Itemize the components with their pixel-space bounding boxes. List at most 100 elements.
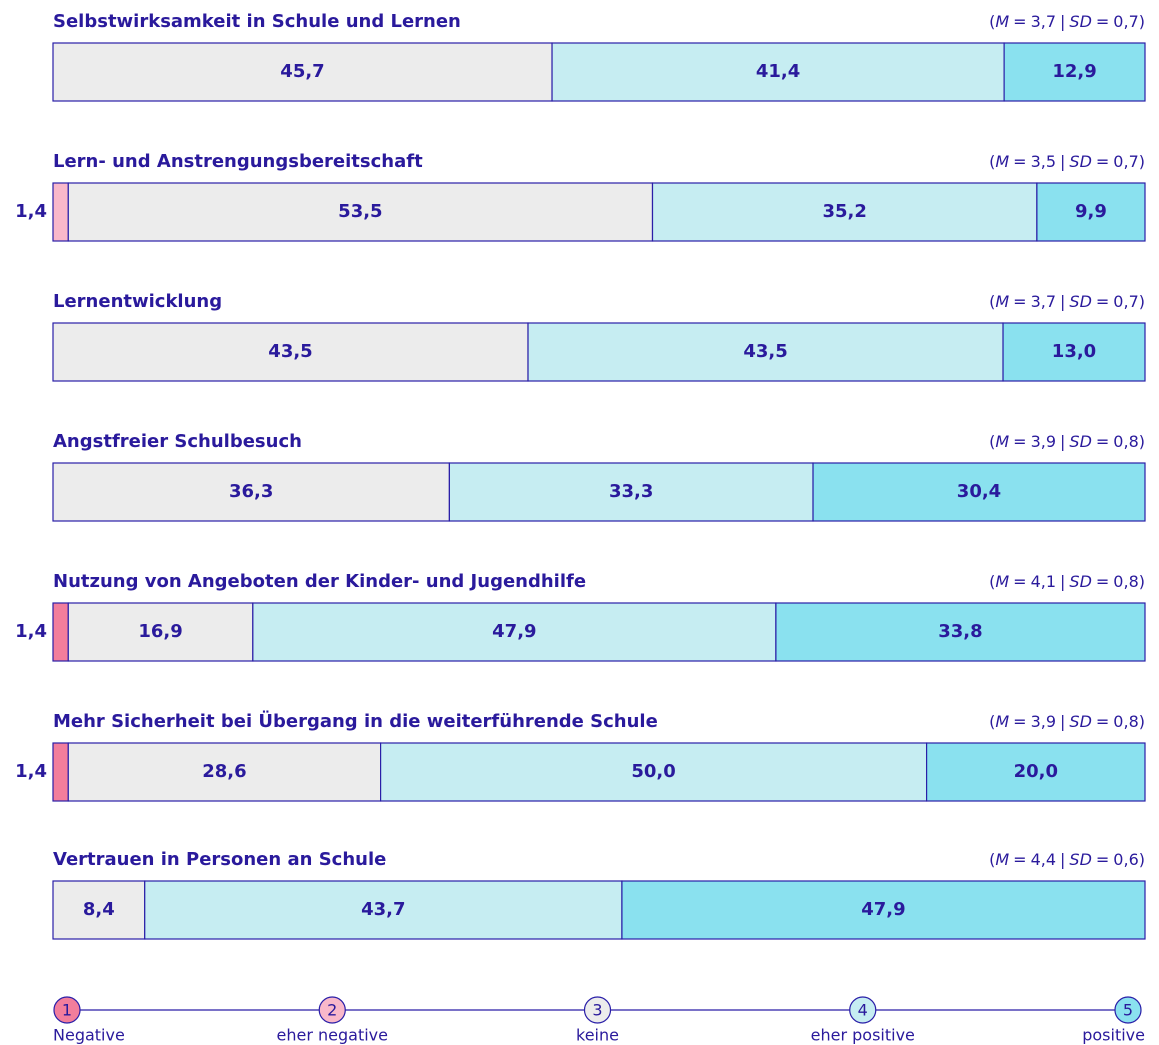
stat-part: = [1013, 712, 1026, 731]
legend-code: 5 [1123, 1001, 1133, 1020]
value-label: 8,4 [83, 899, 115, 920]
stat-part: ) [1139, 152, 1145, 171]
stat-part: 3,9 [1031, 712, 1056, 731]
bar-segment [775, 602, 1146, 662]
stat-part: = [1013, 850, 1026, 869]
legend-code: 4 [858, 1001, 868, 1020]
legend-swatch [583, 996, 612, 1024]
legend-label: positive [1082, 1026, 1145, 1045]
value-label: 33,3 [609, 481, 653, 502]
stat-part: SD [1069, 850, 1091, 869]
stat-part: | [1060, 152, 1065, 171]
stat-part: | [1060, 432, 1065, 451]
stat-part: ( [989, 12, 995, 31]
legend-label: Negative [53, 1026, 125, 1045]
stat-part: M [995, 712, 1009, 731]
value-label: 30,4 [957, 481, 1001, 502]
value-label: 50,0 [631, 761, 675, 782]
row-stats: (M = 4,4 | SD = 0,6) [989, 850, 1145, 869]
value-label: 28,6 [202, 761, 246, 782]
stat-part: M [995, 292, 1009, 311]
bar-segment [651, 182, 1038, 242]
value-label: 47,9 [861, 899, 905, 920]
value-label: 20,0 [1014, 761, 1058, 782]
bar-segment [67, 742, 382, 802]
bar-segment [52, 602, 69, 662]
legend-swatch [53, 996, 81, 1024]
stat-part: ) [1139, 432, 1145, 451]
row-title: Lernentwicklung [53, 291, 222, 312]
value-label: 45,7 [280, 61, 324, 82]
stat-part: M [995, 572, 1009, 591]
row-stats: (M = 3,9 | SD = 0,8) [989, 432, 1145, 451]
stat-part: 3,7 [1031, 292, 1056, 311]
bar-segment [380, 742, 928, 802]
stat-part: ) [1139, 712, 1145, 731]
stat-part: ) [1139, 12, 1145, 31]
value-label: 9,9 [1075, 201, 1107, 222]
stat-part: = [1096, 572, 1109, 591]
stat-part: M [995, 152, 1009, 171]
stat-part: M [995, 12, 1009, 31]
value-label: 43,7 [361, 899, 405, 920]
legend-label: eher negative [277, 1026, 388, 1045]
legend-code: 2 [327, 1001, 337, 1020]
stat-part: 0,8 [1113, 572, 1138, 591]
stat-part: SD [1069, 292, 1091, 311]
stat-part: SD [1069, 712, 1091, 731]
stat-part: ( [989, 152, 995, 171]
stat-part: ) [1139, 850, 1145, 869]
stat-part: ( [989, 572, 995, 591]
value-label: 36,3 [229, 481, 273, 502]
stat-part: 3,9 [1031, 432, 1056, 451]
bar-segment [527, 322, 1004, 382]
stat-part: 0,8 [1113, 712, 1138, 731]
row-title: Mehr Sicherheit bei Übergang in die weit… [53, 710, 658, 732]
stat-part: = [1096, 432, 1109, 451]
stat-part: = [1013, 572, 1026, 591]
row-stats: (M = 3,7 | SD = 0,7) [989, 12, 1145, 31]
bar-segment [448, 462, 814, 522]
row-title: Selbstwirksamkeit in Schule und Lernen [53, 11, 461, 32]
row-stats: (M = 3,9 | SD = 0,8) [989, 712, 1145, 731]
row-stats: (M = 3,7 | SD = 0,7) [989, 292, 1145, 311]
stat-part: SD [1069, 12, 1091, 31]
value-label: 1,4 [15, 761, 47, 782]
stat-part: M [995, 850, 1009, 869]
stat-part: SD [1069, 572, 1091, 591]
stat-part: 0,6 [1113, 850, 1138, 869]
stat-part: 0,7 [1113, 12, 1138, 31]
stat-part: = [1013, 292, 1026, 311]
stat-part: 3,7 [1031, 12, 1056, 31]
stat-part: = [1013, 152, 1026, 171]
value-label: 1,4 [15, 201, 47, 222]
bar-segment [925, 742, 1146, 802]
legend-code: 1 [62, 1001, 72, 1020]
value-label: 43,5 [743, 341, 787, 362]
stat-part: = [1096, 12, 1109, 31]
value-label: 12,9 [1052, 61, 1096, 82]
stat-part: ( [989, 292, 995, 311]
stat-part: 0,8 [1113, 432, 1138, 451]
stat-part: 4,4 [1031, 850, 1056, 869]
value-label: 53,5 [338, 201, 382, 222]
stat-part: | [1060, 12, 1065, 31]
bar-segment [52, 742, 69, 802]
bar-segment [1002, 322, 1146, 382]
row-stats: (M = 4,1 | SD = 0,8) [989, 572, 1145, 591]
bar-segment [144, 880, 623, 940]
stat-part: = [1096, 712, 1109, 731]
value-label: 1,4 [15, 621, 47, 642]
bar-segment [52, 182, 69, 242]
legend-swatch [318, 996, 346, 1024]
row-title: Vertrauen in Personen an Schule [53, 849, 386, 870]
legend-swatch [849, 996, 877, 1024]
row-title: Angstfreier Schulbesuch [53, 431, 302, 452]
stat-part: 3,5 [1031, 152, 1056, 171]
legend-label: eher positive [811, 1026, 915, 1045]
value-label: 41,4 [756, 61, 800, 82]
stat-part: = [1013, 432, 1026, 451]
legend-swatch [1114, 996, 1142, 1024]
stat-part: ) [1139, 292, 1145, 311]
